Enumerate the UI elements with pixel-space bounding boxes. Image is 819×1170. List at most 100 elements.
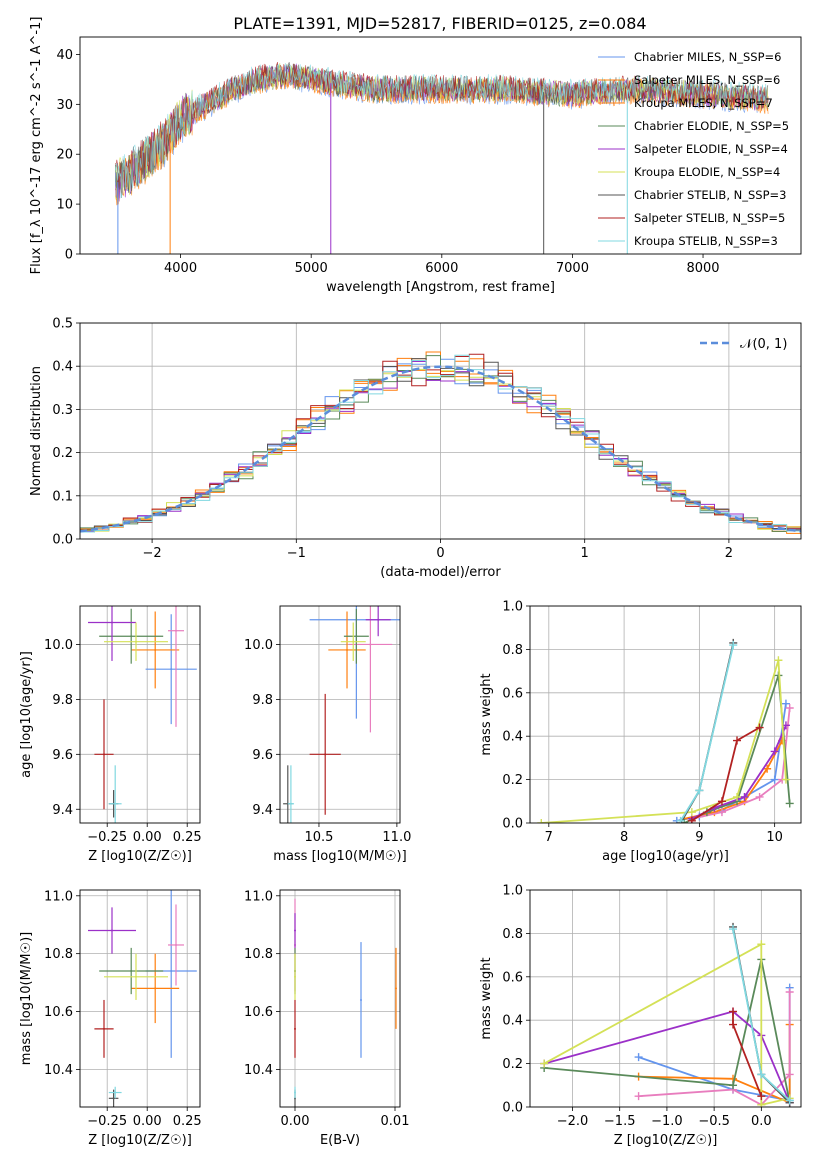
x-axis-label: age [log10(age/yr)] (602, 849, 729, 864)
y-tick-label: 0.8 (502, 927, 523, 942)
legend-label: Kroupa ELODIE, N_SSP=4 (634, 165, 780, 179)
series-marker (785, 799, 794, 808)
series-marker (729, 1081, 738, 1090)
plot-area (530, 890, 801, 1107)
y-tick-label: 0.0 (52, 533, 73, 548)
plot-area (80, 890, 200, 1107)
data-point (360, 998, 362, 1001)
series-marker (537, 819, 546, 823)
x-tick-label: −0.5 (698, 1114, 730, 1129)
y-axis-label: mass weight (479, 673, 494, 755)
legend-label: Chabrier ELODIE, N_SSP=5 (634, 119, 789, 133)
series-marker (729, 641, 738, 650)
x-tick-label: 4000 (164, 261, 197, 276)
figure-title: PLATE=1391, MJD=52817, FIBERID=0125, z=0… (233, 14, 646, 33)
series-marker (757, 1092, 766, 1101)
series-line (541, 660, 787, 823)
panel-age-vs-Z: −0.25 0.00 0.25 9.4 9.6 9.8 10.0 Z [log10(Z/Z☉)… (19, 605, 202, 864)
x-tick-label: 1 (581, 546, 589, 561)
y-tick-label: 10.4 (44, 1063, 73, 1078)
y-tick-label: 10.6 (44, 1005, 73, 1020)
y-tick-label: 9.8 (52, 693, 73, 708)
x-tick-label: 0 (436, 546, 444, 561)
y-tick-label: 10 (56, 198, 73, 213)
x-tick-label: 11.0 (382, 830, 411, 845)
data-point (294, 1091, 296, 1094)
y-tick-label: 40 (56, 48, 73, 63)
series-marker (757, 940, 766, 949)
x-axis-label: (data-model)/error (380, 565, 501, 580)
x-tick-label: −1 (287, 546, 306, 561)
x-tick-label: 0.00 (133, 1114, 162, 1129)
y-axis-label: age [log10(age/yr)] (19, 651, 34, 778)
axes-frame (279, 605, 401, 824)
plot-area (80, 606, 200, 823)
legend-label: Kroupa STELIB, N_SSP=3 (634, 234, 778, 248)
y-tick-label: 11.0 (244, 889, 273, 904)
axes-frame (79, 322, 802, 540)
axes-frame (79, 889, 201, 1108)
x-axis-label: E(B-V) (320, 1133, 360, 1148)
series-line (679, 642, 735, 823)
series-marker (785, 1096, 794, 1105)
panel-mass-vs-EBV: 0.00 0.01 10.4 10.6 10.8 11.0 E(B-V) (244, 889, 409, 1148)
series-marker (540, 1059, 549, 1068)
y-tick-label: 10.0 (44, 638, 73, 653)
x-tick-label: 10.5 (304, 830, 333, 845)
spectrum-line (115, 63, 769, 198)
data-point (377, 618, 380, 621)
series-marker (717, 808, 726, 817)
data-point (346, 648, 349, 651)
data-point (175, 943, 177, 946)
legend-label: Salpeter MILES, N_SSP=6 (634, 73, 780, 87)
plot-area (115, 62, 769, 254)
panel-mass-weight-vs-age: 7 8 9 10 0.0 0.2 0.4 0.6 0.8 1.0 age [log10(age/yr… (479, 600, 802, 864)
panel-residual-histogram: −2 −1 0 1 2 0.0 0.1 0.2 0.3 0.4 0.5 (data-model)/er… (29, 317, 802, 580)
data-point (111, 621, 113, 624)
y-tick-label: 0.3 (52, 403, 73, 418)
legend-label: Chabrier MILES, N_SSP=6 (634, 50, 781, 64)
axes-frame (279, 889, 401, 1108)
plot-area (280, 890, 400, 1107)
series-line (691, 726, 761, 822)
y-tick-label: 0.5 (52, 317, 73, 332)
histogram-step (80, 354, 801, 533)
y-tick-label: 1.0 (502, 600, 523, 615)
series-marker (785, 987, 794, 996)
x-axis-label: mass [log10(M/M☉)] (273, 849, 406, 864)
y-tick-label: 10.4 (244, 1063, 273, 1078)
data-point (114, 802, 117, 805)
data-point (175, 629, 177, 632)
data-point (170, 970, 173, 973)
series-marker (781, 775, 790, 784)
series-marker (634, 1053, 643, 1062)
panel-spectrum: 4000 5000 6000 7000 8000 0 10 20 30 40 wavelength … (29, 17, 802, 295)
series-marker (695, 786, 704, 795)
x-tick-label: 7 (545, 830, 553, 845)
series-marker (733, 736, 742, 745)
data-point (294, 929, 296, 932)
series-line (543, 942, 790, 1106)
y-tick-label: 9.6 (52, 748, 73, 763)
y-axis-label: Normed distribution (29, 366, 44, 496)
x-tick-label: −0.25 (87, 830, 127, 845)
series-marker (687, 808, 696, 817)
axes-frame (529, 889, 802, 1108)
series-marker (785, 1070, 794, 1079)
axes-frame (529, 605, 802, 824)
data-point (294, 1027, 296, 1030)
y-tick-label: 0.4 (502, 1014, 523, 1029)
spectrum-line (115, 62, 769, 196)
series-marker (770, 775, 779, 784)
series-marker (770, 747, 779, 756)
y-tick-label: 0.4 (52, 360, 73, 375)
x-tick-label: −2.0 (557, 1114, 589, 1129)
x-tick-label: −0.25 (87, 1114, 127, 1129)
y-tick-label: 9.4 (252, 803, 273, 818)
data-point (170, 668, 173, 671)
y-tick-label: 0.6 (502, 970, 523, 985)
series-marker (774, 656, 783, 665)
data-point (135, 640, 137, 643)
series-marker (781, 699, 790, 708)
